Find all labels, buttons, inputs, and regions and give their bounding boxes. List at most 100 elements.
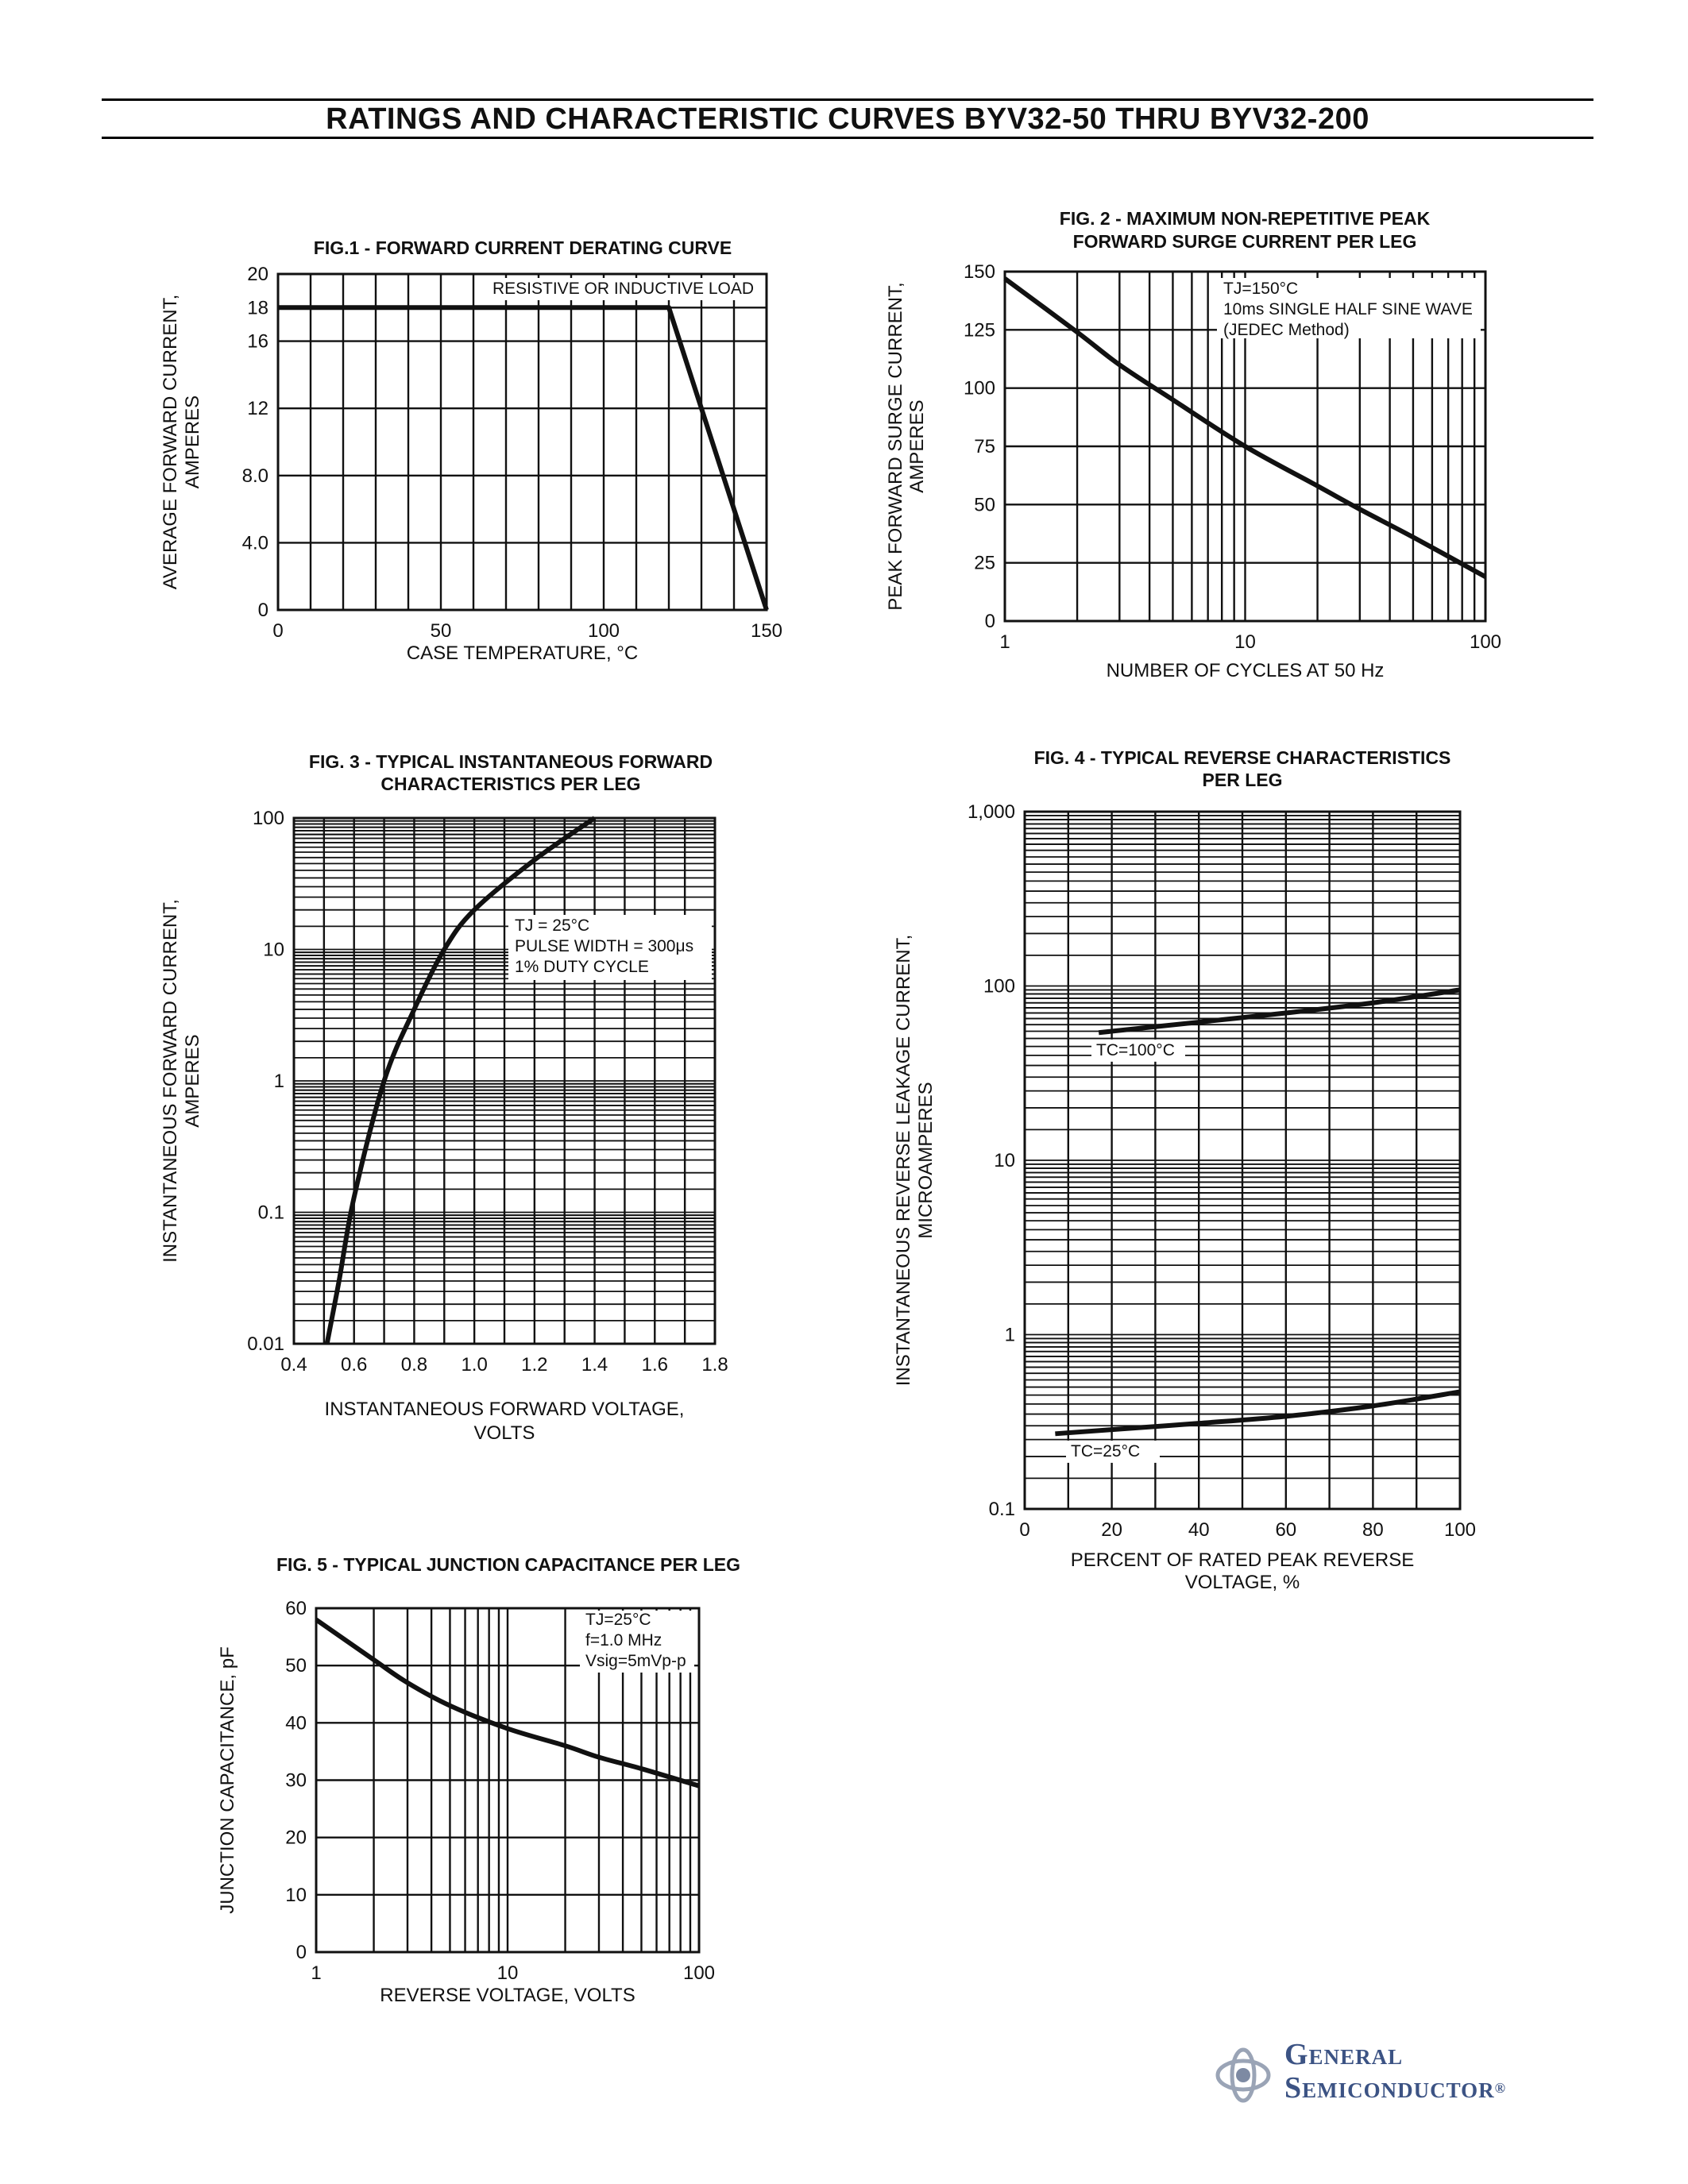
fig5-xtick-label: 1: [311, 1962, 321, 1984]
fig1-ylabel: AVERAGE FORWARD CURRENT,: [160, 295, 181, 590]
registered-mark: ®: [1494, 2080, 1507, 2096]
fig2-chart: 1 10 100 0 25 50 75 100 125 150 FIG. 2 - MAXIMUM N…: [885, 208, 1501, 681]
fig4-grid: [1023, 811, 1462, 1510]
fig2-ytick-label: 150: [964, 261, 995, 283]
fig3-ytick-label: 10: [263, 940, 284, 961]
fig1-ytick-label: 18: [247, 297, 268, 318]
fig4-ytick-label: 1: [1005, 1325, 1015, 1346]
fig1-frame: [276, 272, 768, 612]
fig2-ytick-label: 75: [974, 436, 995, 457]
fig3-xtick-label: 0.8: [401, 1354, 427, 1376]
fig4-series-line: [1055, 1389, 1461, 1437]
fig2-ytick-label: 0: [985, 611, 995, 632]
fig2-ylabel: PEAK FORWARD SURGE CURRENT,: [885, 282, 906, 610]
fig3-xlabel: INSTANTANEOUS FORWARD VOLTAGE,: [325, 1399, 685, 1420]
fig5-ytick-label: 50: [285, 1655, 307, 1677]
fig2-ytick-label: 25: [974, 553, 995, 574]
fig2-xtick-label: 1: [999, 631, 1010, 653]
fig3-annotation-box: [508, 915, 712, 980]
fig4-title: FIG. 4 - TYPICAL REVERSE CHARACTERISTICS: [1034, 747, 1451, 768]
fig1-xlabel: CASE TEMPERATURE, °C: [407, 642, 638, 664]
fig5-title: FIG. 5 - TYPICAL JUNCTION CAPACITANCE PE…: [276, 1554, 740, 1575]
fig5-ytick-label: 20: [285, 1827, 307, 1849]
fig1-chart: 0 50 100 150 0 4.0 8.0 12 16 18 20 FIG.1 - FORWARD …: [160, 237, 782, 664]
fig5-series-line: [315, 1617, 700, 1788]
fig3-xtick-label: 1.4: [581, 1354, 608, 1376]
page-title: RATINGS AND CHARACTERISTIC CURVES BYV32-…: [326, 102, 1369, 136]
fig2-annotation: TJ=150°C: [1223, 280, 1298, 298]
fig3-annotation: TJ = 25°C: [515, 916, 589, 935]
fig3-ytick-label: 1: [274, 1071, 284, 1092]
fig3-xtick-label: 1.2: [521, 1354, 547, 1376]
header-rule-top: [102, 98, 1593, 101]
fig1-xtick-label: 0: [272, 620, 283, 642]
fig1-ytick-label: 12: [247, 398, 268, 419]
fig4-xtick-label: 20: [1101, 1519, 1122, 1541]
fig5-xtick-label: 100: [683, 1962, 715, 1984]
fig4-ylabel: INSTANTANEOUS REVERSE LEAKAGE CURRENT,: [893, 935, 914, 1387]
fig2-annotation: (JEDEC Method): [1223, 321, 1350, 339]
fig2-annotation-box: [1217, 278, 1481, 338]
fig4-ylabel: MICROAMPERES: [915, 1082, 937, 1238]
fig3-xtick-label: 0.6: [341, 1354, 367, 1376]
brand-name-line1: General: [1284, 2038, 1404, 2071]
fig4-xtick-label: 40: [1188, 1519, 1210, 1541]
fig4-series-label: TC=100°C: [1096, 1041, 1175, 1059]
fig2-title: FIG. 2 - MAXIMUM NON-REPETITIVE PEAK: [1060, 208, 1431, 229]
fig2-series-line: [1003, 276, 1487, 579]
fig1-series-line: [278, 305, 769, 611]
fig2-xlabel: NUMBER OF CYCLES AT 50 Hz: [1107, 660, 1385, 681]
fig1-ylabel: AMPERES: [182, 396, 203, 488]
fig2-annotation: 10ms SINGLE HALF SINE WAVE: [1223, 300, 1473, 318]
fig1-ytick-label: 0: [258, 600, 268, 621]
fig1-ytick-label: 16: [247, 331, 268, 353]
fig4-xtick-label: 80: [1362, 1519, 1384, 1541]
fig3-frame: [292, 816, 717, 1345]
fig2-ytick-label: 100: [964, 378, 995, 399]
fig5-ytick-label: 60: [285, 1598, 307, 1619]
fig3-xtick-label: 1.0: [461, 1354, 487, 1376]
fig3-xtick-label: 1.6: [642, 1354, 668, 1376]
fig4-series-line: [1098, 987, 1461, 1036]
fig1-ytick-label: 8.0: [242, 465, 268, 487]
fig1-xtick-label: 150: [751, 620, 782, 642]
brand-name-line2: Semiconductor®: [1284, 2072, 1506, 2104]
fig2-title: FORWARD SURGE CURRENT PER LEG: [1073, 231, 1417, 252]
fig3-grid: [292, 817, 717, 1345]
fig3-xtick-label: 1.8: [701, 1354, 728, 1376]
fig5-frame: [315, 1607, 701, 1954]
fig2-ylabel: AMPERES: [906, 399, 928, 492]
fig4-xtick-label: 60: [1275, 1519, 1296, 1541]
fig3-ytick-label: 0.1: [258, 1202, 284, 1224]
fig5-xlabel: REVERSE VOLTAGE, VOLTS: [380, 1985, 635, 2006]
fig5-ytick-label: 0: [296, 1942, 307, 1963]
fig3-series-line: [324, 816, 597, 1345]
fig4-ytick-label: 100: [983, 976, 1015, 997]
fig1-xtick-label: 100: [588, 620, 620, 642]
fig4-xlabel: VOLTAGE, %: [1185, 1572, 1300, 1593]
fig3-xlabel: VOLTS: [474, 1422, 535, 1444]
fig5-annotation: f=1.0 MHz: [585, 1631, 662, 1650]
fig4-series-label-bg: [1091, 1039, 1185, 1062]
fig4-series-label: TC=25°C: [1071, 1442, 1140, 1461]
fig5-ytick-label: 10: [285, 1885, 307, 1906]
fig3-ytick-label: 0.01: [247, 1333, 284, 1355]
fig5-chart: 1 10 100 0 10 20 30 40 50 60 FIG. 5 - TYPICAL JUNC…: [217, 1554, 740, 2006]
fig4-ytick-label: 10: [994, 1150, 1015, 1171]
fig3-title: FIG. 3 - TYPICAL INSTANTANEOUS FORWARD: [309, 751, 713, 772]
fig4-ytick-label: 1,000: [968, 801, 1015, 823]
logo-emblem-icon: [1215, 2047, 1271, 2103]
fig2-frame: [1003, 270, 1487, 623]
fig4-xtick-label: 0: [1019, 1519, 1029, 1541]
fig4-chart: 0 20 40 60 80 100 0.1 1 10 100 1,000 FIG. 4 - TYPIC…: [893, 747, 1476, 1593]
fig5-annotation-box: [580, 1611, 694, 1673]
fig1-ytick-label: 20: [247, 264, 268, 285]
fig3-xtick-label: 0.4: [280, 1354, 307, 1376]
fig3-chart: 0.4 0.6 0.8 1.0 1.2 1.4 1.6 1.8 0.01 0.1 1 10 100 FIG…: [160, 751, 728, 1444]
fig4-xtick-label: 100: [1444, 1519, 1476, 1541]
fig3-annotation: PULSE WIDTH = 300μs: [515, 937, 693, 955]
company-logo: General Semiconductor®: [1211, 2037, 1577, 2109]
fig2-xtick-label: 100: [1470, 631, 1501, 653]
fig1-annotation-box: [486, 278, 759, 300]
